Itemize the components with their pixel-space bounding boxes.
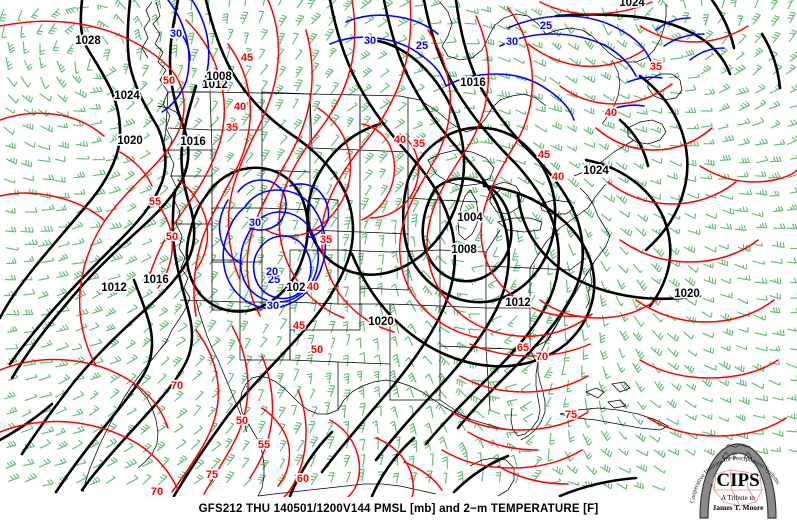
cold-isotherm-label: 30: [267, 300, 279, 312]
isobar-label: 1024: [583, 165, 609, 177]
warm-isotherm-label: 55: [149, 196, 161, 208]
isobar-label: 1024: [619, 0, 645, 9]
warm-isotherm-label: 70: [536, 351, 548, 363]
warm-isotherm-label: 50: [163, 75, 175, 87]
warm-isotherm-label: 70: [171, 380, 183, 392]
warm-isotherm-label: 40: [605, 107, 617, 119]
cips-acronym: CIPS: [716, 470, 759, 491]
isobar-label: 1016: [180, 136, 206, 148]
cold-isotherm-label: 20: [266, 266, 278, 278]
isobar-label: 1012: [101, 282, 127, 294]
isobar-label: 1004: [457, 212, 483, 224]
isobar-label: 1020: [674, 288, 700, 300]
isobar-label: 1024: [114, 90, 140, 102]
isobar-label: 1028: [75, 35, 101, 47]
warm-isotherm-label: 35: [320, 234, 332, 246]
warm-isotherm-label: 45: [293, 320, 305, 332]
contour-map-svg: 1028102810241024102010201016101610121012…: [0, 0, 797, 497]
warm-isotherm-label: 45: [538, 149, 550, 161]
warm-isotherm-label: 50: [311, 344, 323, 356]
isobar-label: 1020: [117, 135, 143, 147]
cold-isotherm-label: 30: [364, 35, 376, 47]
warm-isotherm-label: 35: [226, 122, 238, 134]
cold-isotherm-label: 30: [170, 28, 182, 40]
page-title: GFS212 THU 140501/1200V144 PMSL [mb] and…: [0, 503, 797, 515]
warm-isotherm-label: 35: [413, 138, 425, 150]
cold-isotherm-label: 25: [540, 20, 552, 32]
isobar-label: 1012: [505, 297, 531, 309]
isobar-label: 1016: [143, 274, 169, 286]
cips-tribute-line1: A Tribute to: [721, 494, 755, 502]
warm-isotherm-label: 40: [307, 281, 319, 293]
isobar-label: 1008: [206, 71, 232, 83]
isobar-label: 1020: [368, 316, 394, 328]
warm-isotherm-label: 65: [517, 342, 529, 354]
isobar-label: 1016: [460, 77, 486, 89]
warm-isotherm-label: 35: [650, 61, 662, 73]
warm-isotherm-label: 60: [297, 473, 309, 485]
warm-isotherm-label: 70: [151, 486, 163, 497]
warm-isotherm-label: 45: [241, 52, 253, 64]
cold-isotherm-label: 30: [249, 217, 261, 229]
warm-isotherm-label: 40: [552, 171, 564, 183]
warm-isotherm-label: 50: [236, 415, 248, 427]
warm-isotherm-label: 40: [234, 101, 246, 113]
isobar-label: 1008: [451, 244, 477, 256]
warm-isotherm-label: 55: [258, 439, 270, 451]
warm-isotherm-label: 50: [166, 231, 178, 243]
warm-isotherm-label: 75: [206, 469, 218, 481]
cold-isotherm-label: 25: [416, 40, 428, 52]
cold-isotherm-label: 30: [506, 36, 518, 48]
warm-isotherm-label: 75: [565, 409, 577, 421]
warm-isotherm-label: 40: [394, 134, 406, 146]
